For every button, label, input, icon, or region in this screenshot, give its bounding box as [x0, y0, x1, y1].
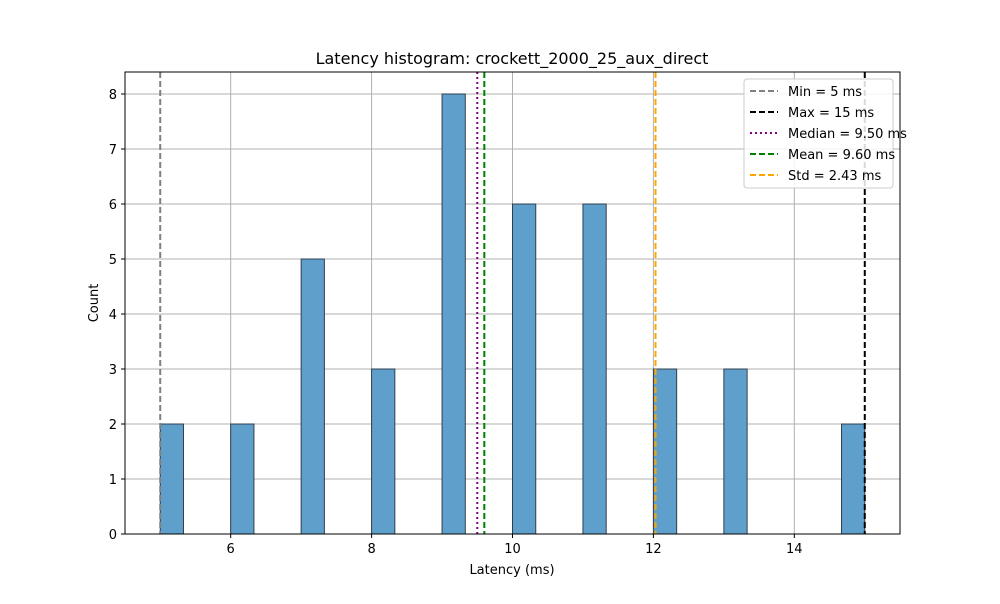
y-tick-label: 1: [109, 473, 117, 488]
histogram-bar: [300, 258, 325, 535]
histogram-bar: [723, 368, 748, 535]
legend-label: Min = 5 ms: [788, 85, 862, 100]
legend-box: [743, 78, 894, 189]
x-tick-label: 10: [504, 542, 521, 557]
legend-label: Std = 2.43 ms: [788, 169, 881, 184]
x-axis-label: Latency (ms): [469, 563, 554, 578]
x-tick-label: 14: [786, 542, 803, 557]
histogram-bar: [652, 368, 678, 535]
legend-label: Mean = 9.60 ms: [788, 148, 895, 163]
y-axis-label: Count: [87, 284, 102, 323]
histogram-bar: [582, 203, 607, 535]
x-tick-label: 8: [367, 542, 375, 557]
y-tick-label: 4: [109, 308, 117, 323]
y-tick-label: 7: [109, 143, 117, 158]
histogram-bar: [371, 368, 396, 535]
chart-title: Latency histogram: crockett_2000_25_aux_…: [316, 49, 709, 69]
histogram-bar: [512, 203, 537, 535]
y-tick-label: 5: [109, 253, 117, 268]
histogram-bar: [841, 423, 866, 535]
legend-label: Max = 15 ms: [788, 106, 874, 121]
y-tick-label: 0: [109, 528, 117, 543]
legend-label: Median = 9.50 ms: [788, 127, 907, 142]
x-tick-label: 6: [227, 542, 235, 557]
y-tick-label: 6: [109, 198, 117, 213]
histogram-bar: [441, 93, 466, 535]
y-tick-label: 2: [109, 418, 117, 433]
x-axis-ticks: 6 8 10 12 14: [227, 534, 803, 557]
y-axis-ticks: 0 1 2 3 4 5 6 7 8: [109, 88, 125, 543]
x-tick-label: 12: [645, 542, 662, 557]
y-tick-label: 3: [109, 363, 117, 378]
y-tick-label: 8: [109, 88, 117, 103]
histogram-bar: [159, 423, 184, 535]
histogram-bar: [230, 423, 255, 535]
legend: Min = 5 ms Max = 15 ms Median = 9.50 ms Mea…: [743, 78, 907, 189]
